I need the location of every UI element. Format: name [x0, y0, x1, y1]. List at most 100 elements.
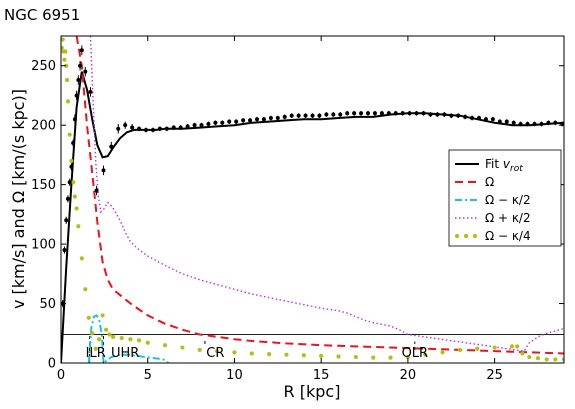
observed-point	[275, 116, 280, 121]
observed-point	[345, 111, 350, 116]
series-4-point	[475, 346, 480, 351]
observed-point	[490, 117, 495, 122]
observed-point	[83, 69, 88, 74]
series-4-point	[319, 353, 324, 358]
series-4-point	[83, 287, 88, 292]
series-4-point	[62, 57, 67, 62]
observed-point	[261, 117, 266, 122]
resonance-label-olr: OLR	[402, 346, 429, 361]
observed-point	[310, 113, 315, 118]
observed-point	[511, 120, 516, 125]
observed-point	[400, 111, 405, 116]
observed-point	[220, 120, 225, 125]
observed-point	[64, 218, 69, 223]
legend-swatch-4	[454, 233, 460, 239]
observed-point	[477, 116, 482, 121]
observed-point	[331, 112, 336, 117]
observed-point	[67, 180, 72, 185]
series-4-point	[97, 337, 102, 342]
series-4-point	[72, 194, 77, 199]
observed-point	[296, 113, 301, 118]
legend-swatch-4	[463, 233, 469, 239]
series-4-point	[93, 346, 98, 351]
series-4-point	[515, 344, 520, 349]
y-tick-label: 250	[31, 59, 56, 74]
series-4-point	[520, 351, 525, 356]
observed-point	[463, 114, 468, 119]
x-tick-label: 5	[144, 368, 152, 383]
observed-point	[386, 111, 391, 116]
observed-point	[71, 141, 76, 146]
series-2-line	[87, 314, 170, 363]
observed-point	[359, 111, 364, 116]
observed-point	[553, 120, 558, 125]
observed-point	[137, 126, 142, 131]
observed-point	[435, 112, 440, 117]
observed-point	[414, 111, 419, 116]
observed-point	[393, 111, 398, 116]
series-4-point	[197, 347, 202, 353]
series-4-point	[527, 354, 532, 360]
series-4-point	[371, 355, 376, 360]
legend-label-4: Ω − κ/4	[485, 229, 531, 243]
observed-point	[150, 127, 155, 132]
observed-point	[157, 126, 162, 131]
observed-point	[65, 196, 70, 201]
observed-point	[483, 117, 488, 122]
chart-title: NGC 6951	[4, 6, 80, 24]
observed-point	[248, 118, 253, 123]
series-4-point	[388, 355, 393, 360]
observed-point	[268, 116, 273, 121]
series-4-point	[100, 313, 105, 318]
y-tick-label: 100	[31, 238, 56, 253]
series-4-point	[67, 132, 72, 137]
y-axis-label: v [km/s] and Ω [km/(s kpc)]	[9, 89, 28, 309]
series-4-point	[76, 224, 81, 229]
series-4-point	[69, 158, 74, 163]
observed-point	[143, 127, 148, 132]
series-4-point	[79, 256, 84, 261]
series-0-line	[61, 71, 564, 363]
observed-point	[352, 111, 357, 116]
observed-point	[289, 113, 294, 118]
observed-point	[74, 93, 79, 98]
observed-point	[213, 120, 218, 125]
observed-point	[94, 188, 99, 193]
series-4-point	[336, 354, 341, 359]
series-4-point	[64, 63, 69, 68]
series-4-point	[544, 357, 549, 362]
observed-point	[421, 111, 426, 116]
resonance-labels: ILR UHR CR OLR	[86, 346, 428, 361]
observed-point	[282, 114, 287, 119]
series-4-point	[509, 344, 515, 349]
observed-point	[379, 111, 384, 116]
resonance-label-uhr: UHR	[111, 346, 139, 361]
observed-point	[164, 126, 169, 131]
observed-point	[532, 121, 537, 126]
observed-point	[449, 113, 454, 118]
observed-point	[317, 113, 322, 118]
observed-point	[254, 117, 259, 122]
series-4-point	[145, 340, 150, 345]
series-4-point	[136, 338, 142, 343]
series-4-point	[232, 350, 237, 355]
series-4-point	[180, 345, 185, 350]
observed-point	[539, 121, 544, 126]
observed-point	[324, 112, 329, 117]
series-4-point	[110, 334, 116, 339]
y-tick-label: 50	[39, 297, 56, 312]
observed-point	[62, 248, 67, 253]
observed-point	[123, 123, 128, 128]
resonance-label-ilr: ILR	[86, 346, 106, 361]
plot-frame	[60, 35, 565, 364]
observed-point	[171, 125, 176, 130]
x-tick-label: 15	[313, 368, 330, 383]
series-4-point	[90, 331, 95, 336]
observed-point	[88, 89, 93, 94]
x-tick-label: 25	[486, 368, 503, 383]
observed-point	[101, 168, 106, 173]
series-4-point	[423, 352, 428, 357]
series-4-point	[61, 37, 65, 42]
